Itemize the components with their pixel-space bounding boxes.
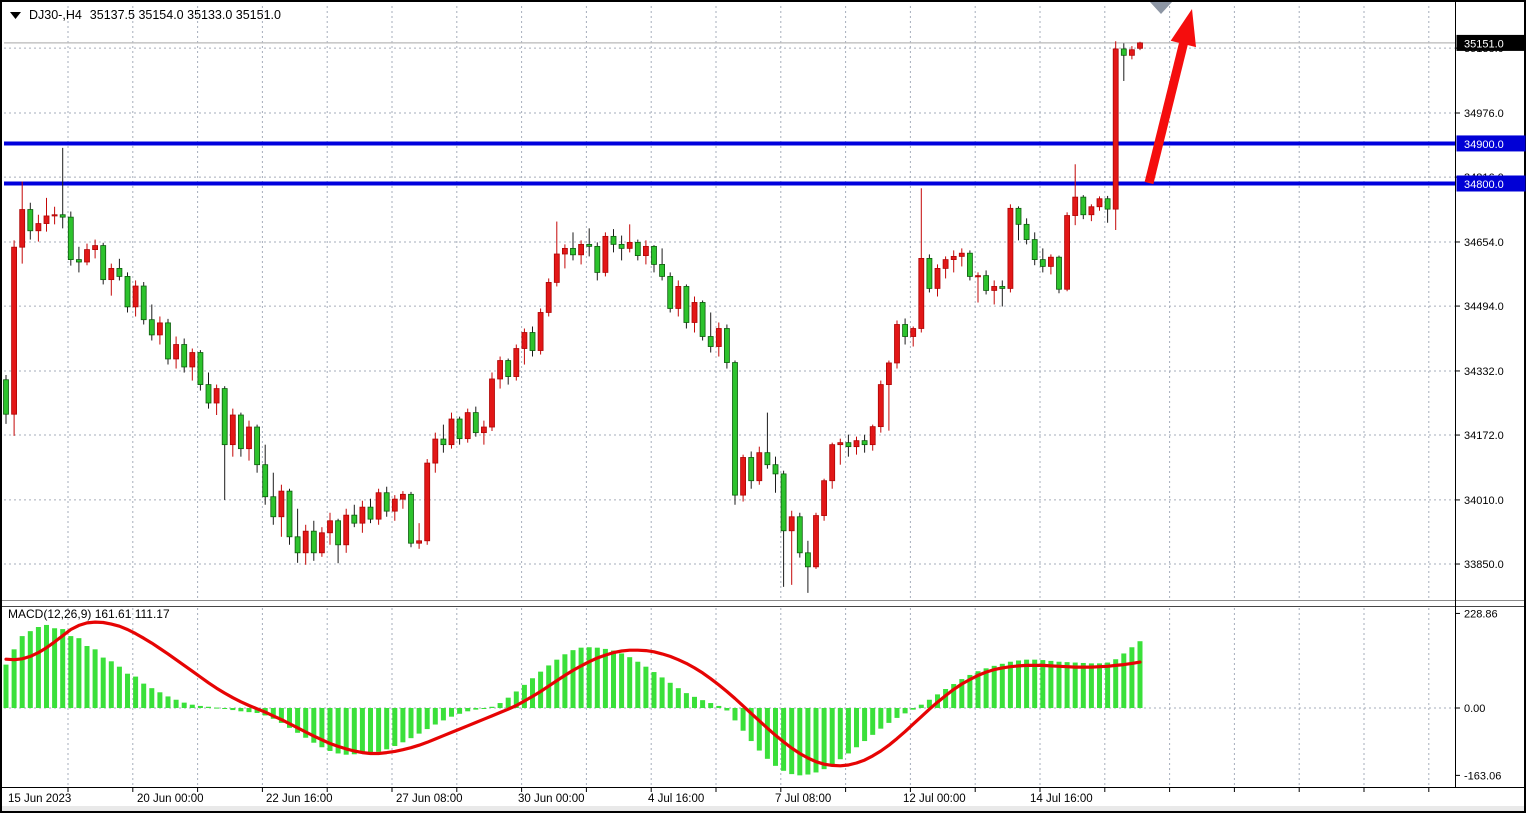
svg-text:0.00: 0.00 <box>1464 703 1485 715</box>
svg-text:35151.0: 35151.0 <box>1464 38 1504 50</box>
price-tag-34800.0 <box>1456 175 1526 192</box>
panel-dividers <box>0 2 1526 788</box>
svg-text:30 Jun 00:00: 30 Jun 00:00 <box>518 793 585 805</box>
svg-text:12 Jul 00:00: 12 Jul 00:00 <box>903 793 966 805</box>
symbol-dropdown-icon[interactable] <box>10 11 21 19</box>
svg-text:34976.0: 34976.0 <box>1464 108 1504 120</box>
chart-shift-marker[interactable] <box>1150 2 1172 14</box>
macd-signal-line <box>4 620 1142 768</box>
price-axis[interactable]: 35138.034976.034816.034654.034494.034332… <box>1455 34 1526 571</box>
svg-text:34494.0: 34494.0 <box>1464 301 1504 313</box>
svg-text:22 Jun 16:00: 22 Jun 16:00 <box>266 793 333 805</box>
macd-axis[interactable]: 228.86 0.00 -163.06 <box>1455 608 1501 782</box>
svg-text:4 Jul 16:00: 4 Jul 16:00 <box>648 793 704 805</box>
svg-text:33850.0: 33850.0 <box>1464 559 1504 571</box>
svg-text:34332.0: 34332.0 <box>1464 366 1504 378</box>
macd-indicator-label: MACD(12,26,9) 161.61 111.17 <box>8 607 170 621</box>
svg-text:-163.06: -163.06 <box>1464 770 1501 782</box>
svg-text:34900.0: 34900.0 <box>1464 139 1504 151</box>
svg-text:20 Jun 00:00: 20 Jun 00:00 <box>137 793 204 805</box>
svg-text:14 Jul 16:00: 14 Jul 16:00 <box>1030 793 1093 805</box>
symbol-period-label: DJ30-,H4 <box>29 8 82 22</box>
ohlc-values: 35137.5 35154.0 35133.0 35151.0 <box>89 8 281 22</box>
svg-text:34800.0: 34800.0 <box>1464 179 1504 191</box>
gridlines <box>4 6 1455 786</box>
price-tag-34900.0 <box>1456 135 1526 152</box>
chart-title: DJ30-,H4 35137.5 35154.0 35133.0 35151.0 <box>10 8 281 22</box>
horizontal-level-lines[interactable] <box>4 141 1455 186</box>
price-tag-current <box>1456 34 1526 51</box>
macd-histogram <box>3 624 1143 776</box>
svg-text:228.86: 228.86 <box>1464 608 1498 620</box>
trend-arrow[interactable] <box>1144 9 1196 185</box>
time-axis[interactable]: 15 Jun 2023 20 Jun 00:00 22 Jun 16:00 27 Ju… <box>8 788 1430 805</box>
candlesticks[interactable] <box>3 41 1143 593</box>
window-bottom-strip <box>2 806 1524 811</box>
svg-text:34172.0: 34172.0 <box>1464 430 1504 442</box>
svg-text:34654.0: 34654.0 <box>1464 237 1504 249</box>
svg-text:15 Jun 2023: 15 Jun 2023 <box>8 793 71 805</box>
svg-text:27 Jun 08:00: 27 Jun 08:00 <box>396 793 463 805</box>
svg-text:7 Jul 08:00: 7 Jul 08:00 <box>775 793 831 805</box>
svg-text:34010.0: 34010.0 <box>1464 495 1504 507</box>
